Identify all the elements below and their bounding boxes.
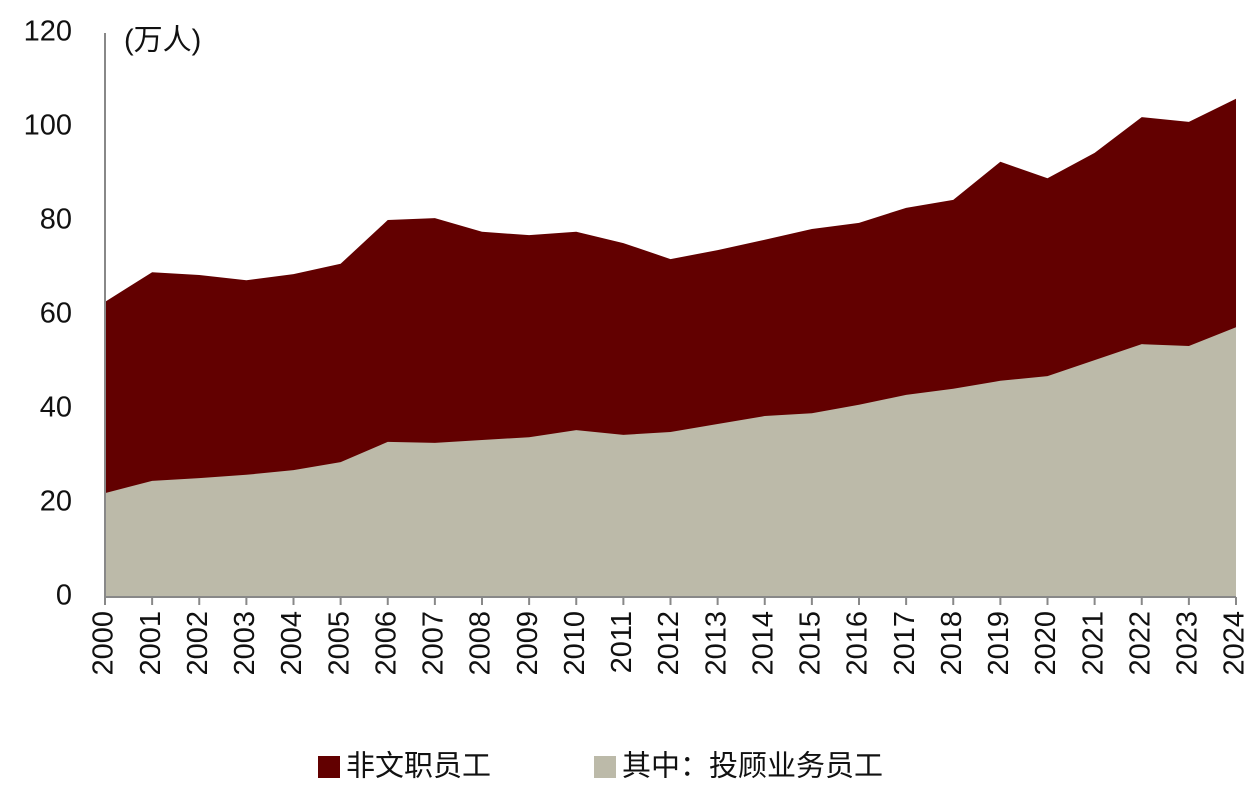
x-tick-label: 2018 bbox=[936, 611, 968, 676]
x-tick-label: 2021 bbox=[1077, 611, 1109, 676]
x-tick-label: 2002 bbox=[182, 611, 214, 676]
x-tick-label: 2005 bbox=[323, 611, 355, 676]
unit-label: (万人) bbox=[124, 25, 201, 57]
y-tick-label: 60 bbox=[40, 298, 72, 330]
x-tick-label: 2016 bbox=[842, 611, 874, 676]
y-tick-label: 120 bbox=[24, 16, 72, 48]
x-tick-label: 2022 bbox=[1124, 611, 1156, 676]
x-tick-label: 2014 bbox=[747, 611, 779, 676]
x-tick-label: 2001 bbox=[135, 611, 167, 676]
x-tick-label: 2015 bbox=[795, 611, 827, 676]
y-tick-label: 40 bbox=[40, 392, 72, 424]
x-tick-label: 2020 bbox=[1030, 611, 1062, 676]
x-tick-label: 2000 bbox=[88, 611, 120, 676]
y-tick-label: 100 bbox=[24, 110, 72, 142]
x-tick-label: 2024 bbox=[1219, 611, 1251, 676]
legend-label: 非文职员工 bbox=[346, 750, 491, 783]
y-tick-label: 20 bbox=[40, 486, 72, 518]
legend-swatch bbox=[318, 756, 340, 778]
x-tick-label: 2023 bbox=[1172, 611, 1204, 676]
x-tick-label: 2012 bbox=[653, 611, 685, 676]
legend-label: 其中：投顾业务员工 bbox=[622, 750, 883, 783]
x-tick-label: 2004 bbox=[276, 611, 308, 676]
x-tick-label: 2009 bbox=[512, 611, 544, 676]
x-tick-label: 2011 bbox=[606, 611, 638, 673]
x-tick-label: 2008 bbox=[465, 611, 497, 676]
x-tick-label: 2007 bbox=[418, 611, 450, 676]
x-tick-label: 2017 bbox=[889, 611, 921, 676]
x-tick-label: 2013 bbox=[700, 611, 732, 676]
legend-swatch bbox=[594, 756, 616, 778]
x-tick-label: 2003 bbox=[229, 611, 261, 676]
x-tick-label: 2019 bbox=[983, 611, 1015, 676]
x-tick-label: 2006 bbox=[370, 611, 402, 676]
y-tick-label: 0 bbox=[56, 580, 72, 612]
area bbox=[105, 327, 1236, 597]
x-tick-label: 2010 bbox=[559, 611, 591, 676]
y-tick-label: 80 bbox=[40, 204, 72, 236]
